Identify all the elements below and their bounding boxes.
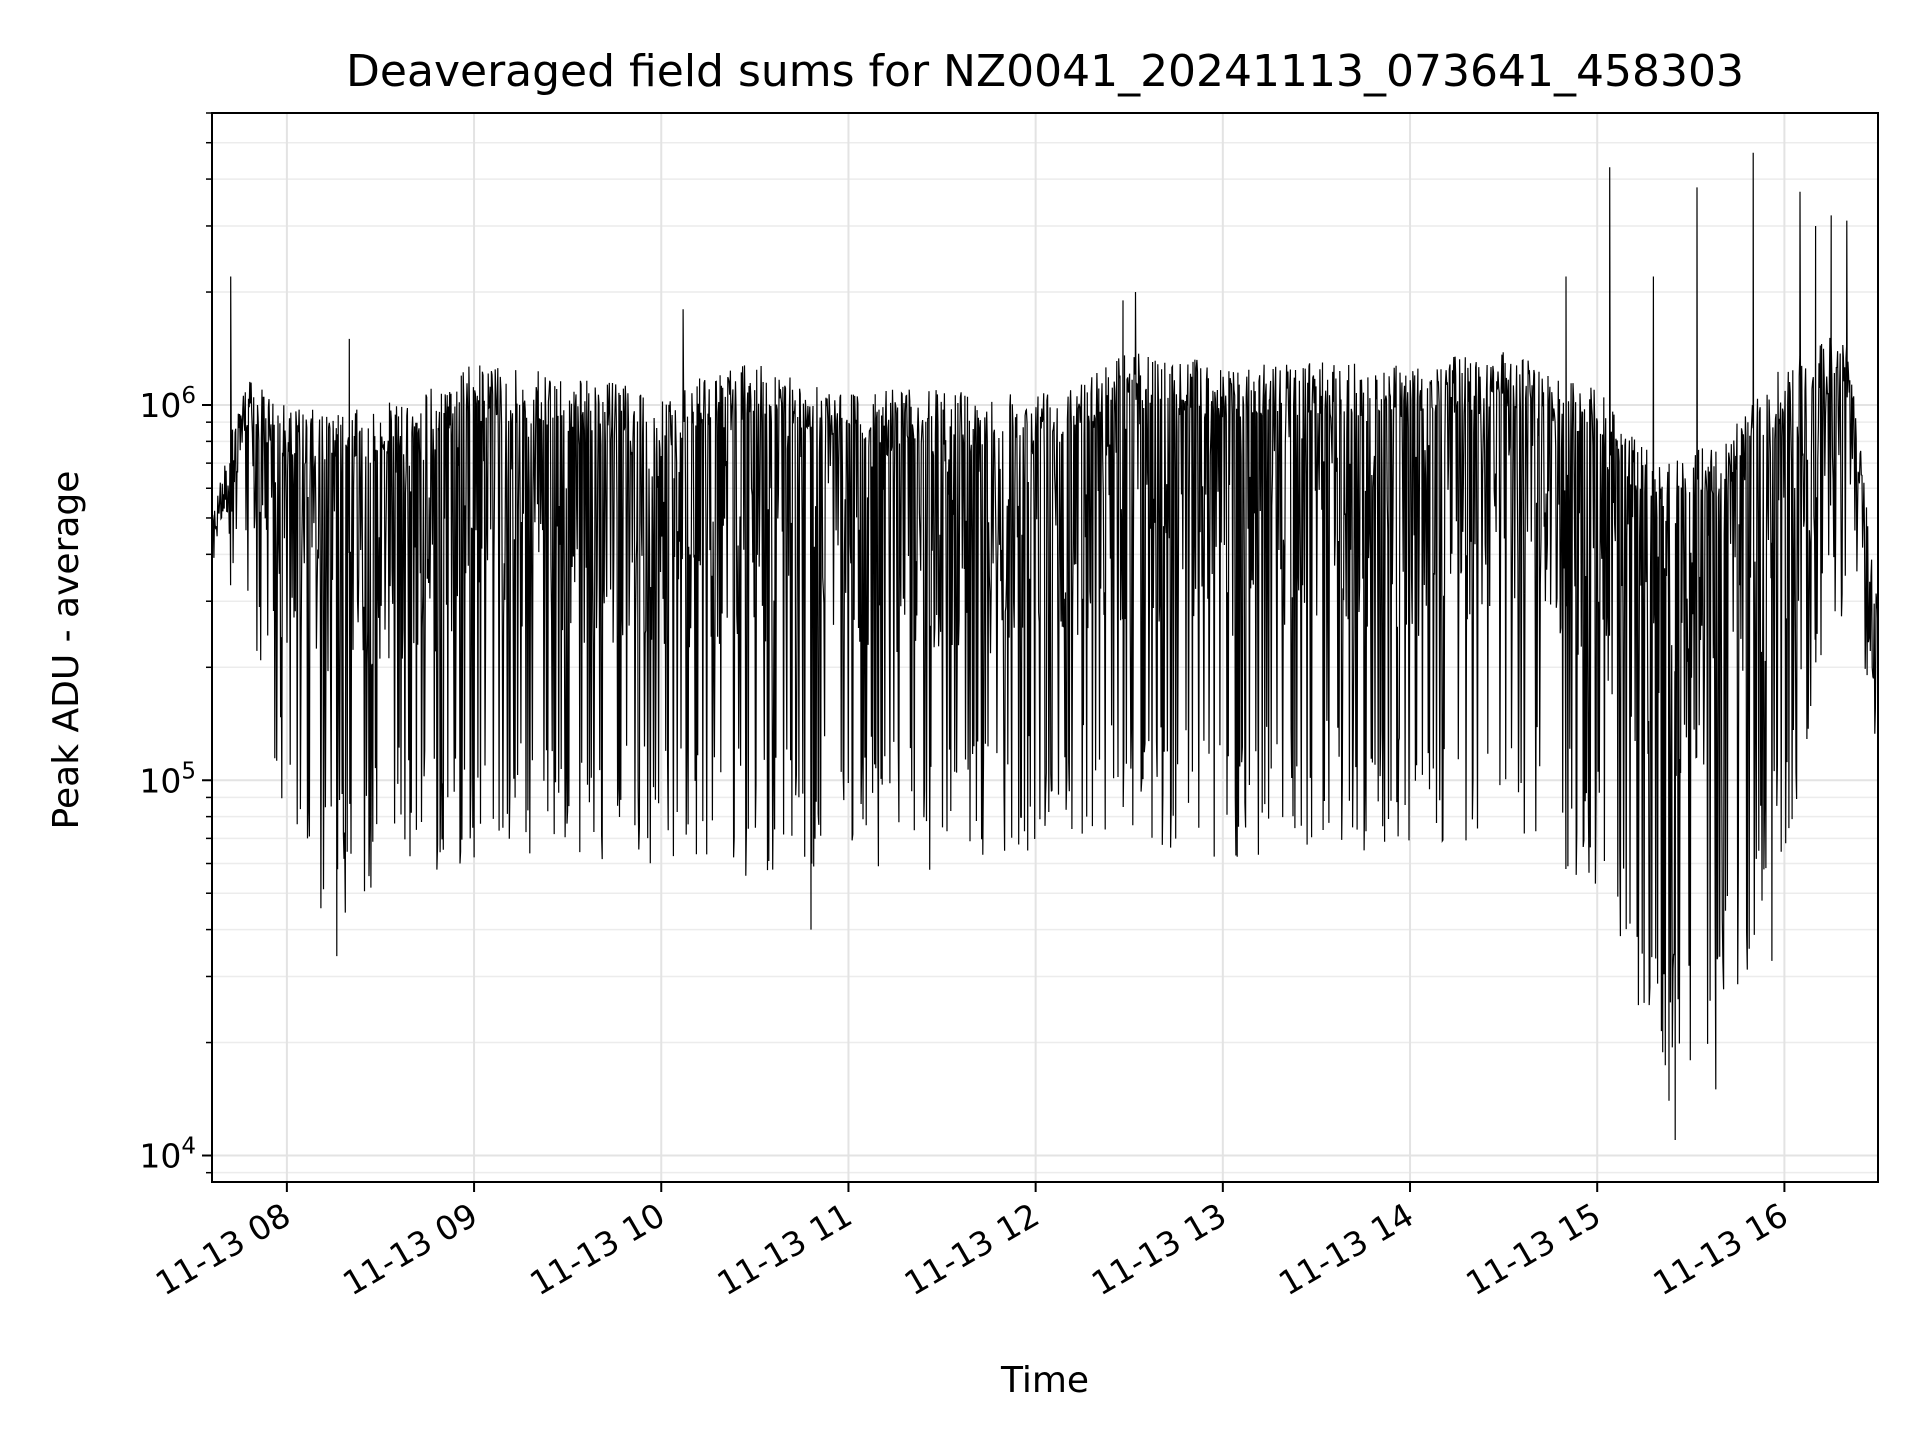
y-axis-title: Peak ADU - average (46, 471, 87, 830)
y-tick-label: 105 (139, 758, 196, 800)
chart-title: Deaveraged field sums for NZ0041_2024111… (346, 46, 1744, 97)
y-tick-label: 104 (139, 1134, 196, 1176)
series-path (211, 152, 1879, 1141)
y-axis: 104 105 106 (139, 112, 212, 1176)
x-axis-title: Time (1000, 1360, 1089, 1401)
plot-frame (211, 112, 1879, 1183)
series-line (211, 152, 1879, 1141)
y-tick-label: 106 (139, 383, 196, 425)
